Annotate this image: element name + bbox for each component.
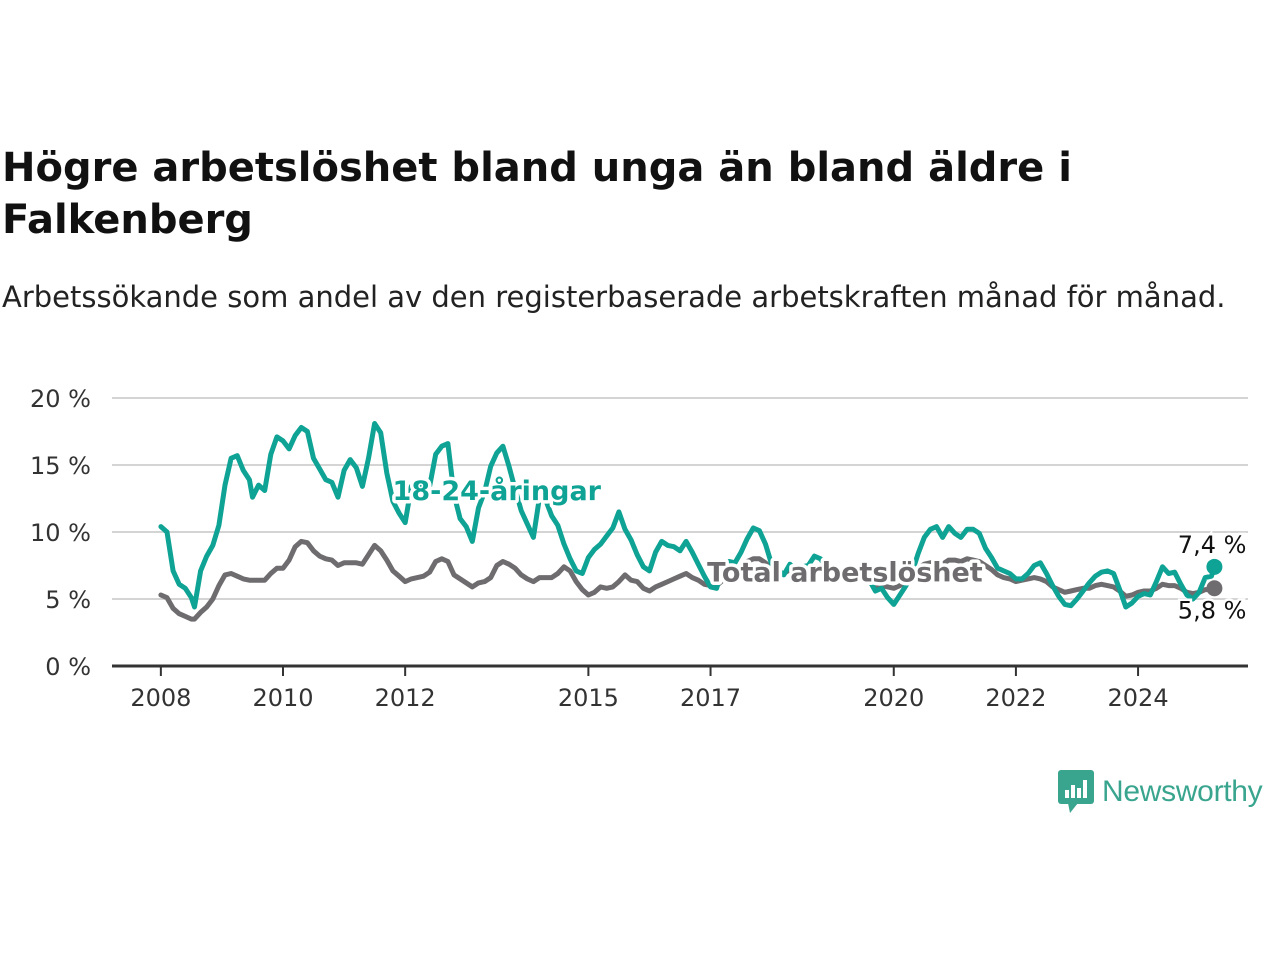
newsworthy-logo: Newsworthy (1058, 770, 1263, 814)
end-label-total: 5,8 % (1178, 596, 1247, 624)
x-tick-label: 2020 (863, 684, 924, 712)
series-lines (158, 421, 1223, 622)
x-tick-label: 2024 (1108, 684, 1169, 712)
chart-title: Högre arbetslöshet bland unga än bland ä… (2, 145, 1072, 243)
series-label-total: Total arbetslöshet (707, 558, 983, 589)
line-chart: 0 %5 %10 %15 %20 % 2008 2010 2012 2015 2017 2… (30, 385, 1249, 712)
y-tick-label: 5 % (45, 586, 91, 614)
series-label-youth: 18-24-åringar (393, 475, 602, 507)
y-tick-label: 15 % (30, 452, 91, 480)
x-tick-label: 2017 (680, 684, 741, 712)
series-line-total (158, 538, 1217, 622)
y-tick-label: 10 % (30, 519, 91, 547)
series-labels: 18-24-åringar Total arbetslöshet 7,4 % 5,8 … (389, 471, 1249, 626)
newsworthy-icon (1058, 770, 1094, 813)
x-tick-label: 2012 (375, 684, 436, 712)
x-tick-label: 2008 (130, 684, 191, 712)
series-end-point-total (1206, 580, 1223, 597)
x-tick-label: 2022 (985, 684, 1046, 712)
x-tick-label: 2010 (252, 684, 313, 712)
series-end-point-youth (1206, 558, 1223, 575)
chart-subtitle: Arbetssökande som andel av den registerb… (2, 280, 1226, 314)
brand-name: Newsworthy (1102, 775, 1263, 808)
y-tick-label: 20 % (30, 385, 91, 413)
end-label-youth: 7,4 % (1178, 531, 1247, 559)
x-axis: 2008 2010 2012 2015 2017 2020 2022 2024 (112, 664, 1248, 712)
y-tick-label: 0 % (45, 653, 91, 681)
series-line-youth (158, 421, 1217, 610)
y-axis-ticks: 0 % 5 % 10 % 15 % 20 % (30, 385, 91, 681)
x-tick-label: 2015 (558, 684, 619, 712)
